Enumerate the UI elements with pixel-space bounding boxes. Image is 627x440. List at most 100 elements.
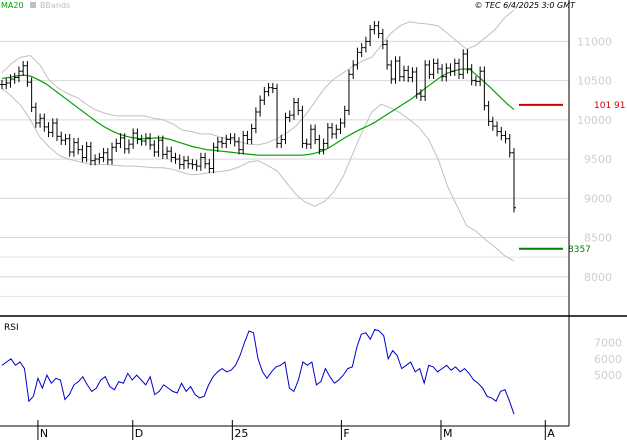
ohlc-bar <box>376 20 381 39</box>
ohlc-bar <box>118 133 123 149</box>
ohlc-bar <box>401 65 406 82</box>
ohlc-bar <box>232 133 237 147</box>
ohlc-bar <box>410 67 415 83</box>
ohlc-bar <box>270 82 275 94</box>
x-axis-label: D <box>135 427 143 440</box>
ohlc-bar <box>368 24 373 47</box>
price-y-ticks: 8000 8500 9000 9500 10000 10500 11000 <box>577 35 612 283</box>
ohlc-bar <box>4 78 9 90</box>
ohlc-bar <box>245 130 250 145</box>
ohlc-bar <box>177 154 182 170</box>
ohlc-bar <box>291 97 296 120</box>
ohlc-bar <box>63 133 68 145</box>
price-tag-label: 8357 <box>568 245 591 255</box>
ohlc-bar <box>414 67 419 99</box>
ohlc-bar <box>482 66 487 111</box>
x-axis-label: M <box>443 427 453 440</box>
price-y-tick-label: 11000 <box>577 35 612 48</box>
legend: MA20 BBands <box>1 1 70 10</box>
rsi-line <box>1 328 515 415</box>
rsi-y-ticks: 5000 6000 7000 <box>594 336 622 382</box>
ohlc-bar <box>93 154 98 166</box>
price-y-tick-label: 10000 <box>577 114 612 127</box>
ohlc-bar <box>236 137 241 155</box>
ohlc-bar <box>114 138 119 153</box>
ohlc-bar <box>173 152 178 164</box>
ohlc-bar <box>211 142 216 174</box>
ohlc-bar <box>338 118 343 134</box>
price-y-tick-label: 9500 <box>584 153 612 166</box>
rsi-label: RSI <box>4 323 19 333</box>
ohlc-bar <box>220 137 225 149</box>
copyright-text: © TEC 6/4/2025 3:0 GMT <box>475 1 577 10</box>
ohlc-bar <box>258 95 263 117</box>
ohlc-bar <box>503 130 508 144</box>
ohlc-bar <box>84 141 89 163</box>
ohlc-bar <box>435 58 440 74</box>
ohlc-bar <box>194 159 199 171</box>
price-tag-label: 101 91 <box>594 101 626 111</box>
x-axis-label: F <box>343 427 349 440</box>
price-y-tick-label: 10500 <box>577 75 612 88</box>
rsi-line-group <box>1 328 515 415</box>
ohlc-bar <box>495 121 500 137</box>
ohlc-bar <box>135 128 140 145</box>
x-axis-label: 25 <box>234 427 248 440</box>
rsi-panel-background <box>0 317 569 426</box>
ohlc-bar <box>499 126 504 141</box>
ohlc-bar <box>423 60 428 102</box>
ohlc-bar <box>389 60 394 84</box>
rsi-y-tick-label: 7000 <box>594 336 622 349</box>
ohlc-bar <box>88 141 93 166</box>
x-axis-label: A <box>547 427 555 440</box>
price-tags: 101 91 8357 <box>519 101 626 255</box>
ohlc-bar <box>308 124 313 149</box>
legend-bbands-swatch <box>30 2 36 8</box>
ohlc-bar <box>169 146 174 163</box>
ohlc-bar <box>334 124 339 139</box>
price-panel: 101 91 8357 8000 8500 9000 9500 10000 10500 110… <box>0 9 626 297</box>
ohlc-bar <box>105 148 110 165</box>
ohlc-bar <box>33 102 38 128</box>
rsi-panel: 5000 6000 7000 RSI <box>0 317 622 426</box>
ohlc-bar <box>25 61 30 87</box>
ohlc-bar <box>279 134 284 149</box>
ohlc-bar <box>46 122 51 138</box>
rsi-y-tick-label: 6000 <box>594 353 622 366</box>
ohlc-bar <box>228 133 233 145</box>
ma20-line-group <box>1 68 515 156</box>
ohlc-bar <box>101 148 106 163</box>
ohlc-bar <box>330 122 335 139</box>
ohlc-bar <box>16 66 21 83</box>
ohlc-bar <box>215 137 220 153</box>
ohlc-bar <box>181 155 186 170</box>
bband-lower-line <box>1 88 515 262</box>
ohlc-bar <box>473 75 478 87</box>
ohlc-bar <box>126 139 131 154</box>
x-axis: N D 25 F M A <box>37 420 555 440</box>
ohlc-bar <box>372 20 377 35</box>
ohlc-bar <box>76 137 81 155</box>
ohlc-bar <box>440 64 445 82</box>
ohlc-bar <box>469 64 474 86</box>
price-y-tick-label: 9000 <box>584 192 612 205</box>
ohlc-bar <box>203 152 208 169</box>
ohlc-bar <box>287 110 292 123</box>
ohlc-bar <box>253 107 258 134</box>
x-axis-label: N <box>40 427 48 440</box>
price-y-tick-label: 8500 <box>584 232 612 245</box>
ohlc-bar <box>266 82 271 97</box>
ohlc-bar <box>224 134 229 149</box>
bollinger-bands <box>1 9 515 262</box>
ohlc-bar <box>406 65 411 83</box>
ohlc-bar <box>207 159 212 174</box>
ohlc-bar <box>512 148 516 213</box>
ohlc-bar <box>478 66 483 87</box>
ohlc-bar <box>165 146 170 160</box>
ohlc-bar <box>50 118 55 138</box>
ohlc-bar <box>8 74 13 88</box>
ohlc-bar <box>304 138 309 149</box>
ohlc-bar <box>490 116 495 131</box>
ohlc-bar <box>160 135 165 160</box>
